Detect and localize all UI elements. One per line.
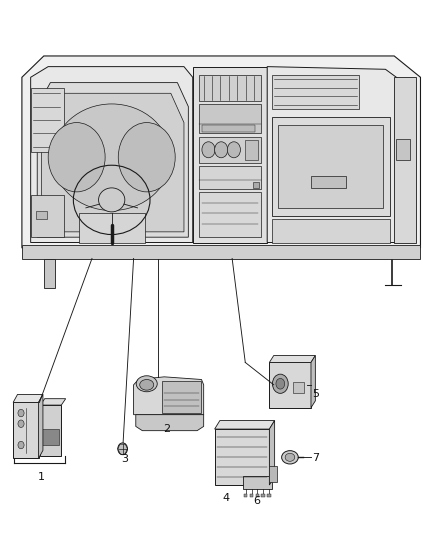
Bar	[396, 139, 410, 160]
Bar	[202, 125, 255, 132]
Bar	[250, 494, 253, 497]
Polygon shape	[37, 83, 188, 237]
Circle shape	[227, 142, 240, 158]
Polygon shape	[40, 399, 66, 405]
Circle shape	[272, 374, 288, 393]
Ellipse shape	[136, 376, 157, 392]
Bar	[40, 405, 61, 456]
Bar	[394, 77, 416, 243]
Polygon shape	[134, 377, 204, 415]
Bar	[253, 182, 259, 188]
Bar	[36, 211, 47, 219]
Polygon shape	[13, 394, 43, 402]
Circle shape	[276, 378, 285, 389]
Circle shape	[118, 443, 127, 455]
Circle shape	[18, 441, 24, 449]
Bar	[199, 137, 261, 163]
Bar	[44, 259, 55, 288]
Bar	[278, 125, 383, 208]
Polygon shape	[269, 421, 275, 485]
Text: 2: 2	[163, 424, 170, 433]
Circle shape	[48, 123, 105, 192]
Bar	[261, 494, 265, 497]
Bar	[293, 382, 304, 393]
Ellipse shape	[282, 451, 298, 464]
Text: 1: 1	[38, 472, 45, 482]
Bar	[42, 429, 59, 445]
Bar	[31, 195, 64, 237]
Polygon shape	[136, 415, 204, 431]
Polygon shape	[193, 67, 267, 243]
Text: 6: 6	[254, 496, 261, 506]
Polygon shape	[79, 213, 145, 243]
Bar	[199, 75, 261, 101]
Bar	[245, 140, 258, 160]
Bar	[31, 88, 64, 152]
Bar	[13, 402, 39, 458]
Text: 4: 4	[223, 493, 230, 503]
Bar	[269, 466, 277, 482]
Bar	[256, 494, 259, 497]
Circle shape	[215, 142, 228, 158]
Bar	[199, 192, 261, 237]
Bar	[269, 362, 311, 408]
Text: 3: 3	[121, 455, 128, 464]
Bar	[267, 494, 271, 497]
Bar	[272, 219, 390, 243]
Circle shape	[118, 123, 175, 192]
Bar	[244, 494, 247, 497]
Polygon shape	[269, 356, 315, 362]
Circle shape	[18, 420, 24, 427]
Ellipse shape	[140, 379, 154, 390]
Text: 7: 7	[312, 453, 319, 463]
Polygon shape	[22, 56, 420, 259]
Polygon shape	[39, 394, 43, 458]
Bar	[199, 104, 261, 133]
Bar	[311, 176, 346, 188]
Polygon shape	[42, 93, 184, 232]
Bar	[215, 429, 269, 485]
Bar	[199, 166, 261, 189]
Ellipse shape	[285, 453, 295, 462]
Polygon shape	[311, 356, 315, 408]
Ellipse shape	[53, 104, 171, 211]
Bar	[243, 476, 272, 489]
Bar	[272, 117, 390, 216]
Polygon shape	[31, 67, 193, 243]
Circle shape	[18, 409, 24, 417]
Polygon shape	[215, 421, 275, 429]
Bar	[22, 245, 420, 259]
Bar	[162, 381, 201, 413]
Polygon shape	[267, 67, 407, 243]
Circle shape	[202, 142, 215, 158]
Text: 5: 5	[312, 390, 319, 399]
Ellipse shape	[99, 188, 125, 212]
Bar	[272, 75, 359, 109]
